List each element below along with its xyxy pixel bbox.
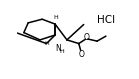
Text: H: H [53,15,58,20]
Text: N: N [55,44,61,53]
Text: O: O [79,50,84,59]
Text: H: H [45,41,49,46]
Text: HCl: HCl [97,15,115,25]
Text: H: H [59,49,64,54]
Text: O: O [84,33,90,42]
